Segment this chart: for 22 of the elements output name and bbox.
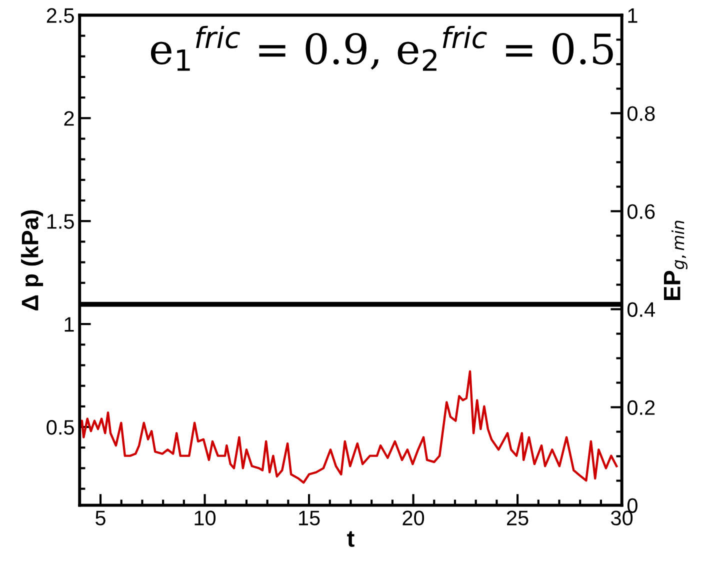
- y2-tick-label: 0.6: [627, 204, 655, 219]
- line-series: [80, 370, 618, 484]
- y-tick-label: 1: [64, 317, 74, 332]
- y-tick-label: 1.5: [47, 214, 74, 229]
- y2-tick-label: 0.8: [627, 106, 655, 121]
- annotation: e$_{1}$$^{fric}$ = 0.9, e$_{2}$$^{fric}$ = 0.5: [150, 26, 613, 71]
- x-tick-label: 25: [507, 510, 528, 526]
- y-tick-label: 2.5: [46, 8, 74, 23]
- y2-axis-title: EP$_{g,min}$: [664, 220, 688, 300]
- y2-tick-label: 1: [628, 8, 638, 23]
- y2-tick-label: 0: [627, 498, 638, 513]
- y-tick-label: 2: [64, 111, 74, 126]
- x-axis-title: t: [347, 531, 354, 547]
- x-tick-label: 30: [611, 510, 633, 526]
- y-axis-title: Δ p (kPa): [21, 210, 44, 310]
- x-tick-label: 5: [96, 510, 106, 526]
- y-tick-label: 0.5: [46, 420, 74, 435]
- x-tick-label: 10: [194, 510, 216, 526]
- y2-tick-label: 0.4: [627, 302, 656, 317]
- x-tick-label: 20: [402, 510, 424, 526]
- x-tick-label: 15: [299, 510, 320, 526]
- y2-tick-label: 0.2: [627, 400, 655, 415]
